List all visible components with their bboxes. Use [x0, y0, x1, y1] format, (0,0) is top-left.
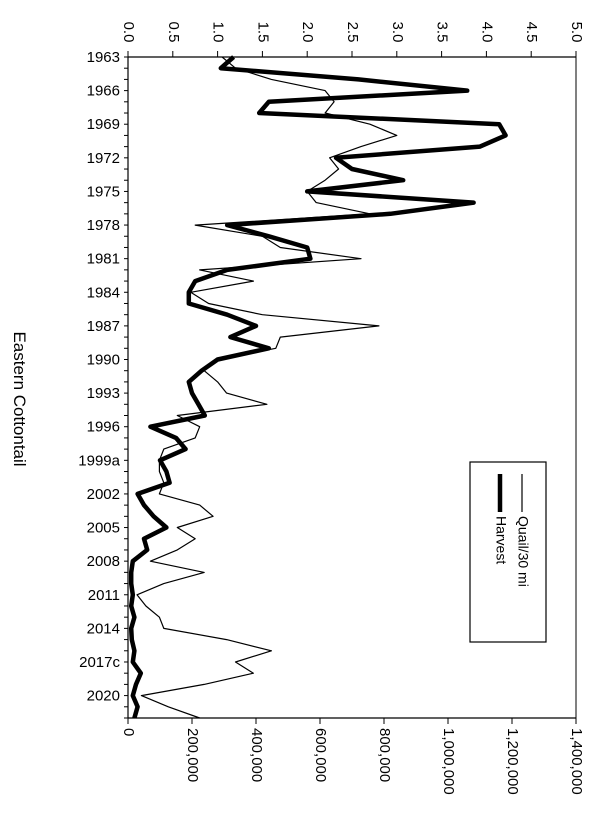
left-axis-tick-label: 3.0: [389, 22, 406, 43]
plot-area: [127, 56, 577, 719]
legend-box: [469, 461, 547, 643]
category-axis-tick-label: 1987: [87, 318, 120, 335]
category-axis-tick-label: 1963: [87, 49, 120, 66]
right-axis-tick-label: 0: [120, 728, 137, 736]
plot-frame: [127, 56, 577, 719]
category-axis-tick-label: 1978: [87, 217, 120, 234]
left-axis-tick-label: 4.0: [478, 22, 495, 43]
series-line-harvest: [128, 55, 508, 719]
chart-title: Eastern Cottontail: [10, 331, 29, 466]
left-axis-tick-label: 1.0: [210, 22, 227, 43]
right-axis-tick-label: 200,000: [184, 728, 201, 782]
category-axis-tick-label: 2011: [88, 587, 120, 604]
category-axis-tick-label: 1999a: [78, 452, 120, 469]
right-axis-tick-label: 400,000: [248, 728, 265, 782]
category-axis-tick-label: 1975: [87, 183, 120, 200]
legend-label-harvest: Harvest: [493, 516, 509, 564]
left-axis-tick-label: 5.0: [568, 22, 585, 43]
right-axis-tick-label: 1,000,000: [440, 728, 457, 795]
category-axis-tick-label: 1969: [87, 116, 120, 133]
left-axis-tick-label: 2.0: [299, 22, 316, 43]
category-axis-tick-label: 1966: [87, 83, 120, 100]
series-layer: [128, 55, 508, 719]
legend-label-quail: Quail/30 mi: [515, 516, 531, 587]
left-axis: 0.0 0.5 1.0 1.5 2.0 2.5 3.0 3.5 4.0 4.5 5.0: [120, 22, 585, 58]
category-axis-tick-label: 1993: [87, 385, 120, 402]
left-axis-tick-label: 0.0: [120, 22, 137, 43]
x-axis: 1963 1966 1969 1972 1975 1978 1981 1984 1987 1990…: [78, 49, 129, 719]
legend: Quail/30 mi Harvest: [469, 461, 547, 643]
series-line-quail: [136, 56, 398, 719]
left-axis-tick-label: 0.5: [165, 22, 182, 43]
category-axis-tick-label: 2017c: [79, 654, 120, 671]
category-axis-tick-label: 1981: [87, 251, 120, 268]
right-axis-tick-label: 1,400,000: [568, 728, 585, 795]
right-axis-tick-label: 800,000: [376, 728, 393, 782]
left-axis-tick-label: 2.5: [344, 22, 361, 43]
right-axis-tick-label: 1,200,000: [504, 728, 521, 795]
left-axis-tick-label: 4.5: [523, 22, 540, 43]
category-axis-tick-label: 1996: [87, 419, 120, 436]
category-axis-tick-label: 1984: [87, 284, 120, 301]
category-axis-tick-label: 2005: [87, 520, 120, 537]
category-axis-tick-label: 1972: [87, 150, 120, 167]
category-axis-tick-label: 2014: [87, 620, 120, 637]
left-axis-tick-label: 1.5: [254, 22, 271, 43]
right-axis: 0 200,000 400,000 600,000 800,000 1,000,000 1,…: [120, 717, 585, 795]
category-axis-tick-label: 2020: [87, 688, 120, 705]
category-axis-tick-label: 2008: [87, 553, 120, 570]
left-axis-tick-label: 3.5: [434, 22, 451, 43]
category-axis-tick-label: 2002: [87, 486, 120, 503]
category-axis-tick-label: 1990: [87, 351, 120, 368]
right-axis-tick-label: 600,000: [312, 728, 329, 782]
